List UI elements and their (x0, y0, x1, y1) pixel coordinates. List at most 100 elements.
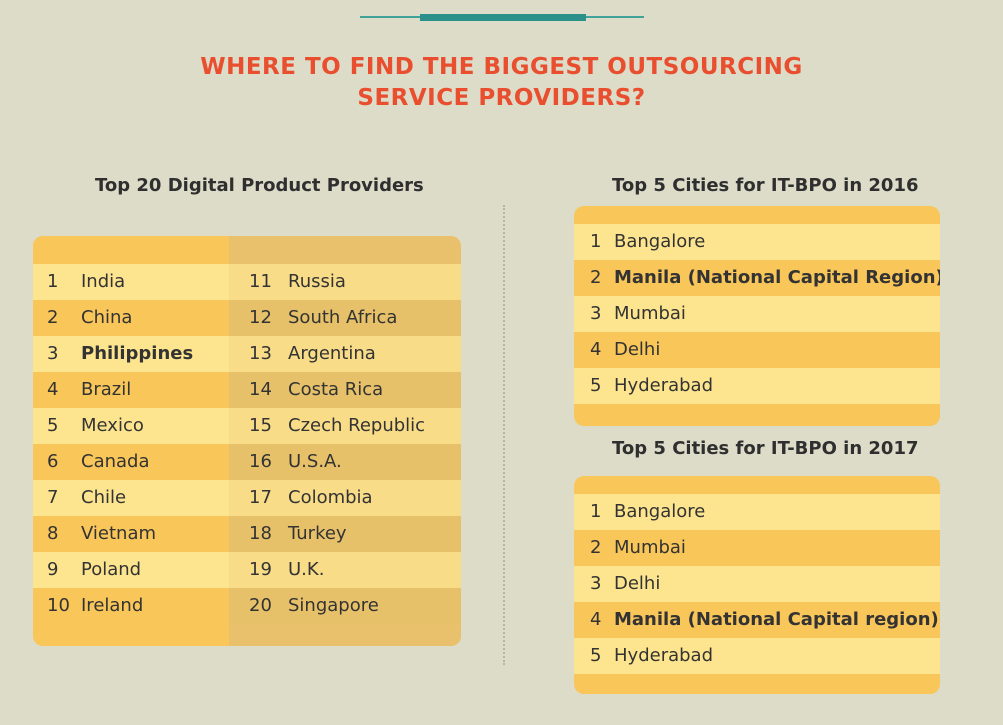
country-name: India (81, 271, 126, 292)
rank-number: 20 (249, 595, 272, 616)
rank-number: 4 (590, 339, 602, 360)
list-item: 1 Bangalore (574, 494, 940, 530)
rank-number: 1 (590, 231, 602, 252)
country-name: U.S.A. (288, 451, 342, 472)
list-item: 4 Manila (National Capital region) (574, 602, 940, 638)
rank-number: 4 (590, 609, 602, 630)
table-row: 8 Vietnam 18 Turkey (33, 516, 461, 552)
city-name: Hyderabad (614, 645, 713, 666)
rank-number: 13 (249, 343, 272, 364)
country-name: Argentina (288, 343, 376, 364)
table-row: 6 Canada 16 U.S.A. (33, 444, 461, 480)
rank-number: 5 (590, 645, 602, 666)
country-name: Canada (81, 451, 150, 472)
row-left-bg (33, 444, 229, 480)
row-right-bg (229, 300, 461, 336)
rank-number: 8 (47, 523, 59, 544)
page-title: WHERE TO FIND THE BIGGEST OUTSOURCING SE… (0, 52, 1003, 114)
rank-number: 1 (47, 271, 59, 292)
cities2017-heading: Top 5 Cities for IT-BPO in 2017 (612, 438, 919, 459)
rank-number: 5 (47, 415, 59, 436)
rank-number: 4 (47, 379, 59, 400)
table-row: 3 Philippines 13 Argentina (33, 336, 461, 372)
row-left-bg (33, 372, 229, 408)
city-name: Mumbai (614, 303, 686, 324)
rank-number: 3 (590, 573, 602, 594)
row-left-bg (33, 588, 229, 624)
table-row: 7 Chile 17 Colombia (33, 480, 461, 516)
country-name: Mexico (81, 415, 144, 436)
rank-number: 14 (249, 379, 272, 400)
rank-number: 7 (47, 487, 59, 508)
rank-number: 10 (47, 595, 70, 616)
country-name: Czech Republic (288, 415, 426, 436)
list-item: 3 Delhi (574, 566, 940, 602)
country-name: U.K. (288, 559, 325, 580)
rank-number: 1 (590, 501, 602, 522)
rank-number: 12 (249, 307, 272, 328)
list-item: 2 Mumbai (574, 530, 940, 566)
country-name: Russia (288, 271, 346, 292)
table-row: 10 Ireland 20 Singapore (33, 588, 461, 624)
rank-number: 2 (590, 537, 602, 558)
rank-number: 3 (590, 303, 602, 324)
list-item: 3 Mumbai (574, 296, 940, 332)
country-name: China (81, 307, 133, 328)
row-right-bg (229, 444, 461, 480)
row-right-bg (229, 372, 461, 408)
rank-number: 9 (47, 559, 59, 580)
city-name: Delhi (614, 573, 661, 594)
row-left-bg (33, 300, 229, 336)
country-name: Chile (81, 487, 127, 508)
row-left-bg (33, 408, 229, 444)
rank-number: 11 (249, 271, 272, 292)
country-name: Poland (81, 559, 142, 580)
table-row: 9 Poland 19 U.K. (33, 552, 461, 588)
city-name: Hyderabad (614, 375, 713, 396)
row-right-bg (229, 588, 461, 624)
top20-heading: Top 20 Digital Product Providers (95, 175, 424, 196)
rank-number: 5 (590, 375, 602, 396)
cities2017-table: 1 Bangalore 2 Mumbai 3 Delhi 4 Manila (National… (574, 476, 940, 694)
table-row: 4 Brazil 14 Costa Rica (33, 372, 461, 408)
title-line-1: WHERE TO FIND THE BIGGEST OUTSOURCING (200, 54, 803, 80)
rank-number: 6 (47, 451, 59, 472)
country-name: Vietnam (81, 523, 157, 544)
row-left-bg (33, 264, 229, 300)
row-left-bg (33, 336, 229, 372)
rank-number: 16 (249, 451, 272, 472)
row-right-bg (229, 552, 461, 588)
city-name: Bangalore (614, 501, 706, 522)
list-item: 2 Manila (National Capital Region) (574, 260, 940, 296)
country-name: Costa Rica (288, 379, 384, 400)
rank-number: 2 (47, 307, 59, 328)
city-name: Manila (National Capital region) (614, 609, 939, 630)
title-line-2: SERVICE PROVIDERS? (357, 85, 646, 111)
decorative-bar (420, 14, 586, 21)
rank-number: 18 (249, 523, 272, 544)
country-name: Turkey (288, 523, 347, 544)
country-name: Colombia (288, 487, 373, 508)
list-item: 5 Hyderabad (574, 638, 940, 674)
row-right-bg (229, 264, 461, 300)
city-name: Manila (National Capital Region) (614, 267, 940, 288)
table-row: 2 China 12 South Africa (33, 300, 461, 336)
list-item: 1 Bangalore (574, 224, 940, 260)
row-left-bg (33, 552, 229, 588)
row-right-bg (229, 408, 461, 444)
city-name: Mumbai (614, 537, 686, 558)
table-row: 5 Mexico 15 Czech Republic (33, 408, 461, 444)
rank-number: 15 (249, 415, 272, 436)
rank-number: 17 (249, 487, 272, 508)
list-item: 4 Delhi (574, 332, 940, 368)
row-left-bg (33, 480, 229, 516)
country-name: Ireland (81, 595, 144, 616)
top20-table: 1 India 11 Russia 2 China 12 South Africa 3 Phili… (33, 236, 461, 646)
cities2016-table: 1 Bangalore 2 Manila (National Capital Regi… (574, 206, 940, 426)
cities2016-heading: Top 5 Cities for IT-BPO in 2016 (612, 175, 919, 196)
rank-number: 3 (47, 343, 59, 364)
country-name: Singapore (288, 595, 379, 616)
country-name: Brazil (81, 379, 132, 400)
table-row: 1 India 11 Russia (33, 264, 461, 300)
rank-number: 2 (590, 267, 602, 288)
